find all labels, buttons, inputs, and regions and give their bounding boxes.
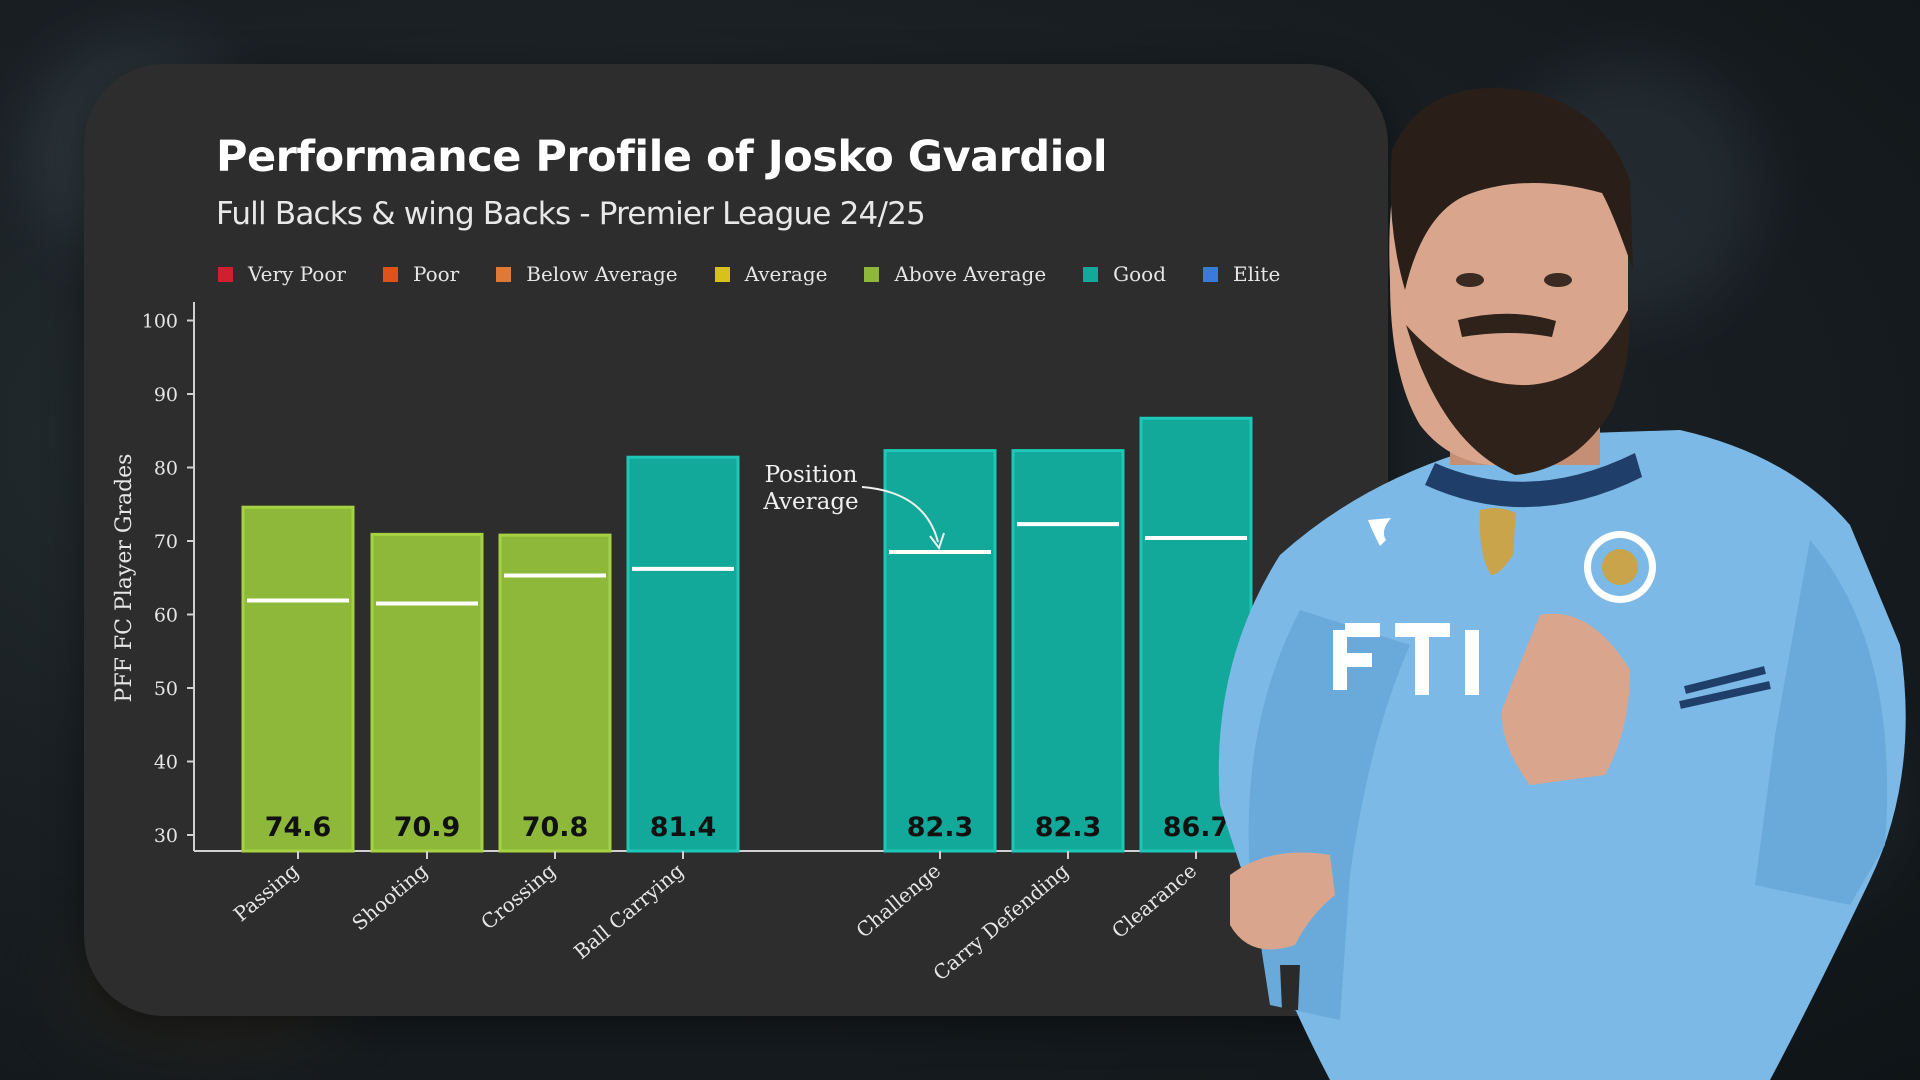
y-tick-label: 40	[154, 752, 178, 774]
y-tick-label: 50	[154, 678, 178, 700]
legend-swatch	[714, 266, 730, 282]
chart-subtitle: Full Backs & wing Backs - Premier League…	[216, 196, 926, 232]
legend-swatch	[382, 266, 398, 282]
x-tick-label: Crossing	[476, 858, 560, 934]
legend-item: Very Poor	[218, 262, 346, 286]
annotation-arrowhead	[929, 532, 945, 551]
legend-item: Good	[1083, 262, 1166, 286]
y-tick-label: 80	[154, 458, 178, 480]
legend-swatch	[864, 266, 880, 282]
legend-label: Average	[744, 262, 828, 286]
bar-value-label: 82.3	[1035, 812, 1102, 843]
legend-swatch	[1203, 266, 1219, 282]
y-tick-label: 90	[154, 384, 178, 406]
legend-label: Very Poor	[248, 262, 346, 286]
y-tick-label: 30	[154, 825, 178, 847]
y-tick-label: 100	[142, 311, 178, 333]
legend-swatch	[496, 266, 512, 282]
legend-item: Above Average	[864, 262, 1046, 286]
chart-legend: Very Poor Poor Below Average Average Above A…	[218, 260, 1317, 288]
bar	[626, 455, 740, 853]
annotation-text: Average	[762, 489, 858, 515]
legend-label: Below Average	[526, 262, 678, 286]
y-tick-label: 60	[154, 605, 178, 627]
x-tick-label: Shooting	[347, 858, 432, 935]
legend-item: Poor	[382, 262, 460, 286]
legend-swatch	[218, 266, 233, 282]
x-tick-label: Carry Defending	[928, 858, 1073, 985]
bar-value-label: 86.7	[1163, 812, 1230, 843]
bar-value-label: 82.3	[907, 812, 974, 843]
bar	[241, 505, 355, 853]
x-tick-label: Ball Carrying	[569, 858, 688, 964]
legend-item: Average	[714, 262, 828, 286]
bar	[1011, 449, 1125, 853]
player-photo	[1218, 88, 1906, 1080]
bar-value-label: 74.6	[265, 812, 332, 843]
y-tick-label: 70	[154, 531, 178, 553]
annotation-text: Position	[765, 462, 858, 488]
bar	[498, 533, 612, 853]
bar-value-label: 70.8	[522, 812, 589, 843]
x-tick-label: Challenge	[851, 858, 945, 942]
chart-title: Performance Profile of Josko Gvardiol	[216, 132, 1108, 182]
annotation-arrow	[861, 486, 939, 543]
legend-label: Above Average	[894, 262, 1047, 286]
bar	[883, 449, 997, 853]
legend-label: Good	[1113, 262, 1167, 286]
legend-swatch	[1083, 266, 1099, 282]
bar-value-label: 81.4	[650, 812, 717, 843]
x-tick-label: Passing	[229, 858, 304, 926]
bar-value-label: 70.9	[394, 812, 461, 843]
y-axis-label: PFF FC Player Grades	[112, 454, 137, 703]
bar	[370, 532, 484, 853]
x-tick-label: Clearance	[1107, 858, 1201, 943]
legend-item: Below Average	[496, 262, 678, 286]
legend-label: Poor	[412, 262, 460, 286]
legend-label: Elite	[1233, 262, 1281, 286]
legend-item: Elite	[1203, 262, 1280, 286]
